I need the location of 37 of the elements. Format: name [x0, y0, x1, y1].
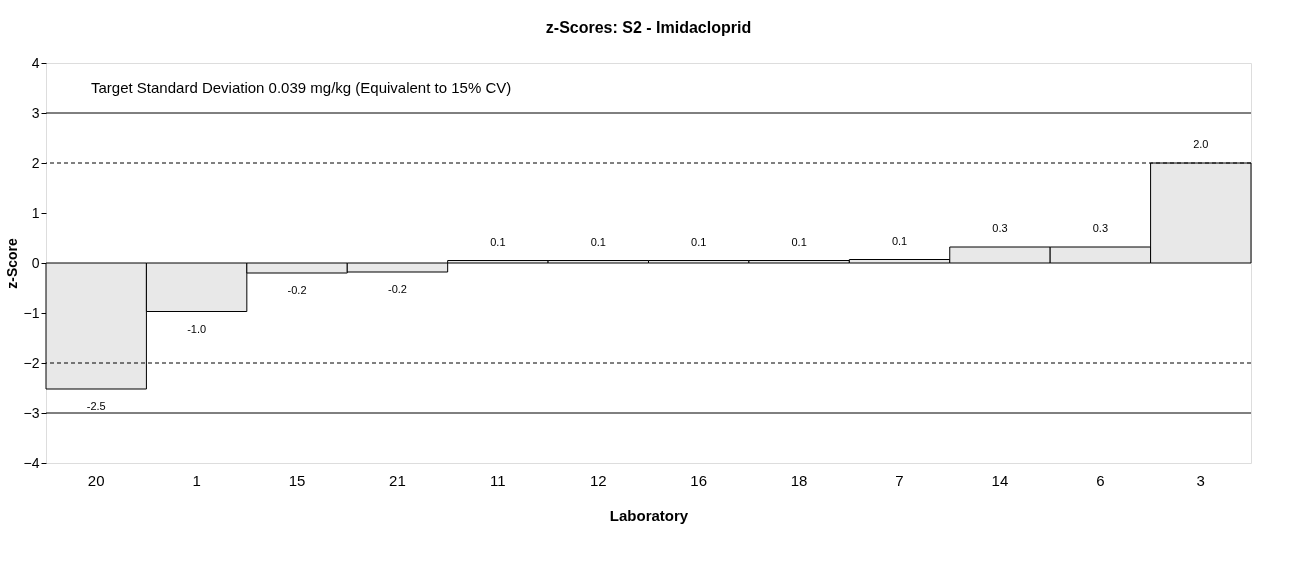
- chart-title: z-Scores: S2 - Imidacloprid: [545, 19, 752, 36]
- y-tick-label: 4: [31, 54, 40, 71]
- x-tick-label: 21: [389, 471, 406, 489]
- x-tick-label: 20: [87, 471, 105, 489]
- data-label: 0.3: [1092, 222, 1109, 234]
- y-tick-label: −4: [23, 454, 40, 471]
- x-tick-label: 7: [895, 471, 904, 489]
- x-tick-label: 3: [1196, 471, 1205, 489]
- data-label: 0.3: [992, 222, 1008, 234]
- y-tick-label: −1: [23, 304, 40, 321]
- data-label: 2.0: [1193, 138, 1209, 150]
- data-label: 0.1: [590, 235, 606, 248]
- data-label: -2.5: [86, 400, 106, 412]
- data-label: -0.2: [387, 283, 407, 295]
- x-tick-label: 11: [490, 471, 506, 489]
- x-tick-label: 12: [589, 471, 607, 489]
- x-tick-label: 16: [690, 471, 708, 489]
- y-tick-label: 2: [31, 154, 40, 171]
- data-label: 0.1: [691, 235, 707, 248]
- data-label: 0.1: [791, 235, 807, 248]
- y-tick-label: 1: [31, 204, 40, 221]
- y-axis-title: z-Score: [3, 238, 20, 289]
- x-tick-label: 14: [991, 471, 1009, 489]
- y-tick-label: 0: [31, 254, 40, 271]
- x-tick-label: 6: [1096, 471, 1105, 489]
- x-tick-label: 18: [790, 471, 808, 489]
- y-tick-label: 3: [31, 104, 40, 121]
- data-label: 0.1: [891, 234, 908, 247]
- x-tick-label: 15: [288, 471, 306, 489]
- data-label: -1.0: [187, 322, 207, 335]
- annotation: Target Standard Deviation 0.039 mg/kg (Equivalent to 15% CV): [91, 79, 512, 96]
- x-tick-label: 1: [192, 471, 201, 489]
- x-axis-title: Laboratory: [609, 506, 689, 524]
- data-label: 0.1: [490, 235, 506, 248]
- y-tick-label: −2: [23, 354, 40, 371]
- data-label: -0.2: [287, 284, 307, 296]
- y-tick-label: −3: [23, 404, 40, 421]
